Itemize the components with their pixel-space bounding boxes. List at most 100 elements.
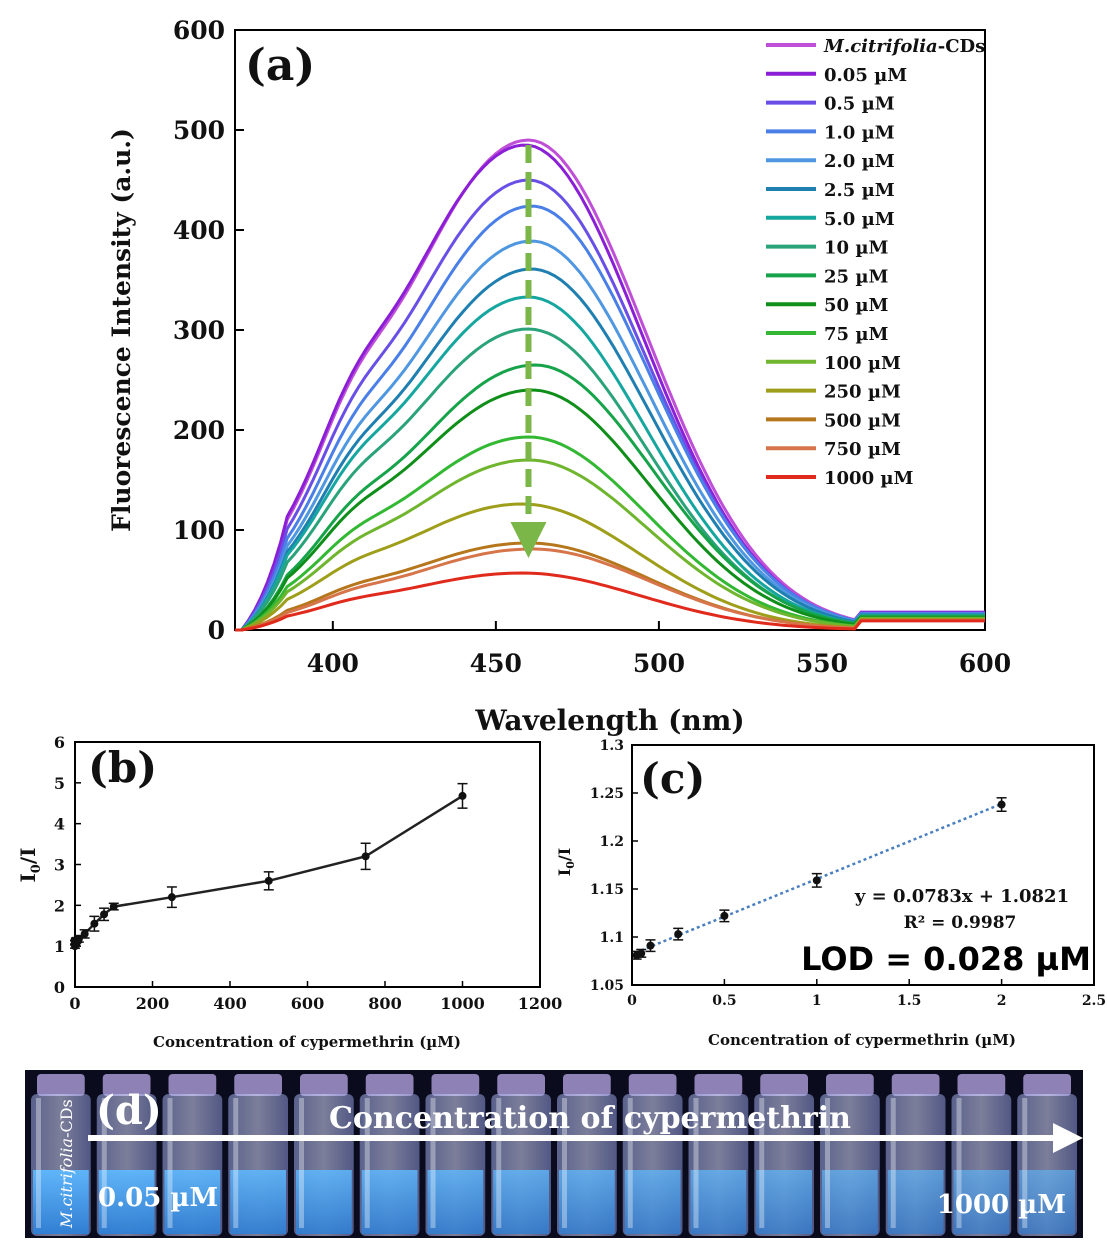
legend-entry: 500 µM [824,410,901,431]
vial [951,1074,1012,1236]
panel-c-plot-frame [631,744,1095,986]
spectrum-curve [235,571,985,632]
b-x-tick-label: 0 [69,994,80,1013]
c-data-point [996,797,1007,812]
c-y-tick-label: 1.3 [600,738,624,754]
a-y-tick-label: 200 [173,416,225,445]
end-concentration-label: 1000 µM [937,1190,1066,1220]
panel-d-vial-photo: (d) Concentration of cypermethrin 0.05 µ… [25,1070,1083,1238]
legend-entry: 50 µM [824,295,888,316]
c-data-point [673,927,684,941]
a-y-tick-label: 0 [208,616,225,645]
c-data-point [645,939,656,953]
panel-a-y-ticks: 0 100 200 300 400 500 600 [173,16,244,645]
start-concentration-label: 0.05 µM [98,1183,218,1213]
panel-b-points [70,782,468,951]
b-y-tick-label: 6 [54,733,65,752]
panel-b-trend-line [73,794,464,947]
c-x-tick-label: 0 [627,993,637,1009]
c-data-point [719,909,730,923]
b-x-tick-label: 1200 [518,994,563,1013]
panel-b-y-axis-label: I0/I [16,847,44,882]
legend-entry: 5.0 µM [824,209,895,230]
b-y-tick-label: 0 [54,978,65,997]
legend-entry: 0.05 µM [824,65,907,86]
vial [491,1074,551,1236]
b-data-point [457,782,468,809]
b-x-tick-label: 800 [368,994,401,1013]
b-x-tick-label: 200 [136,994,169,1013]
legend-entry: 2.5 µM [824,180,895,201]
legend-entry: 2.0 µM [824,151,895,172]
legend-entry: 1.0 µM [824,122,895,143]
panel-a-x-axis-label: Wavelength (nm) [474,704,744,737]
panel-a-x-ticks: 400 450 500 550 600 [307,621,1011,678]
vial [557,1074,617,1236]
b-data-point [79,929,90,939]
c-y-tick-label: 1.2 [600,834,624,850]
vial [885,1074,946,1236]
legend-entry: 750 µM [824,439,901,460]
b-x-tick-label: 1000 [440,994,485,1013]
c-x-tick-label: 1.5 [897,993,921,1009]
b-data-point [73,934,84,943]
a-x-tick-label: 450 [470,649,522,678]
panel-a-label: (a) [245,40,315,91]
legend-entry: 25 µM [824,266,888,287]
b-x-tick-label: 600 [291,994,324,1013]
legend-entry: 75 µM [824,324,888,345]
a-x-tick-label: 400 [307,649,359,678]
fit-equation: y = 0.0783x + 1.0821 [854,886,1069,907]
vial [754,1074,814,1236]
panel-c-points [631,797,1007,960]
vial [228,1074,288,1236]
concentration-arrow-label: Concentration of cypermethrin [329,1101,851,1136]
vial [162,1074,223,1236]
a-x-tick-label: 600 [959,649,1011,678]
panel-c-x-ticks: 0 0.5 1 1.5 2 2.5 [627,979,1106,1009]
legend-entry: 0.5 µM [824,94,895,115]
c-y-tick-label: 1.15 [590,882,624,898]
b-y-tick-label: 5 [54,774,65,793]
a-x-tick-label: 500 [633,649,685,678]
panel-b-ratio-chart: 0 1 2 3 4 5 6 0 200 400 600 800 1000 1200 (b) I0/I C… [16,733,562,1051]
panel-b-y-ticks: 0 1 2 3 4 5 6 [54,733,81,997]
panel-c-x-axis-label: Concentration of cypermethrin (µM) [708,1031,1016,1049]
panel-a-y-axis-label: Fluorescence Intensity (a.u.) [107,128,136,532]
c-data-point [636,948,647,958]
vial [688,1074,749,1236]
b-data-point [166,886,177,909]
panel-a-curves [235,138,985,632]
c-y-tick-label: 1.1 [600,930,624,946]
panel-c-y-ticks: 1.05 1.1 1.15 1.2 1.25 1.3 [590,738,638,994]
c-x-tick-label: 1 [812,993,822,1009]
legend-entry: 1000 µM [824,468,914,489]
spectrum-curve [235,295,985,632]
panel-a-spectra-chart: 0 100 200 300 400 500 600 400 450 500 550 600 M.ci… [107,16,1011,737]
c-y-tick-label: 1.25 [590,786,624,802]
c-data-point [811,872,822,888]
c-x-tick-label: 2.5 [1082,993,1106,1009]
vial [31,1074,91,1236]
panel-c-y-axis-label: I0/I [555,848,577,876]
b-data-point [263,871,274,891]
legend-entry: 100 µM [824,353,901,374]
fit-r-squared: R² = 0.9987 [904,913,1017,933]
vial-row [31,1074,1077,1236]
c-x-tick-label: 0.5 [712,993,736,1009]
vial [425,1074,486,1236]
vial [294,1074,354,1236]
a-y-tick-label: 500 [173,116,225,145]
legend-entry: 250 µM [824,382,901,403]
b-y-tick-label: 3 [54,856,65,875]
panel-a-legend: M.citrifolia-CDs 0.05 µM 0.5 µM 1.0 µM 2.0 µ… [766,36,985,489]
panel-c-linear-fit-chart: 1.05 1.1 1.15 1.2 1.25 1.3 0 0.5 1 1.5 2 2.5 (c) I… [555,738,1106,1049]
legend-entry: 10 µM [824,238,888,259]
b-data-point [108,902,119,911]
b-data-point [99,907,110,922]
b-data-point [89,915,100,932]
cds-vial-label: M.citrifolia-CDs [57,1099,76,1229]
panel-b-label: (b) [88,743,157,792]
b-y-tick-label: 2 [54,896,65,915]
